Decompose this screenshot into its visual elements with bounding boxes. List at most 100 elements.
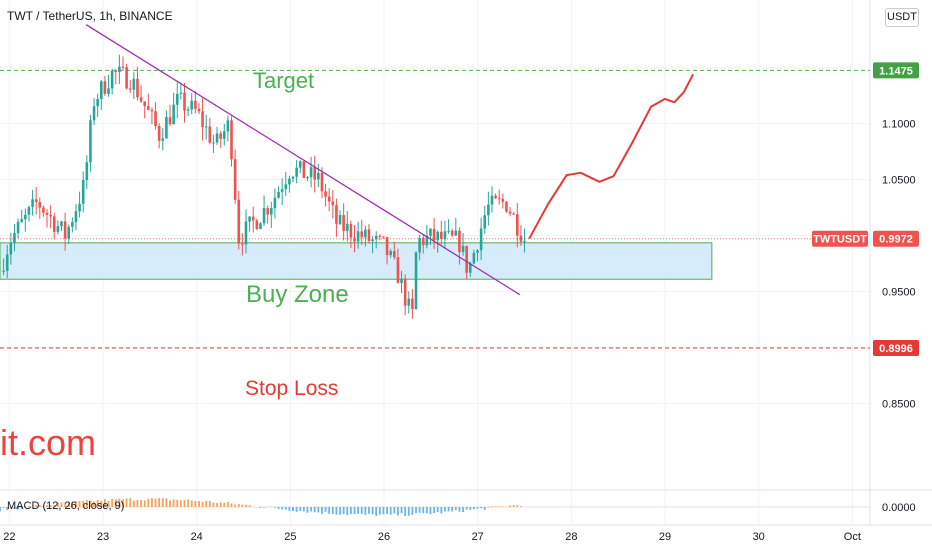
price-axis[interactable]: 1.1000 1.0500 0.9500 0.8500 0.0000 — [882, 119, 916, 514]
macd-tick-label: 0.0000 — [882, 502, 916, 514]
candle-body — [483, 215, 487, 229]
macd-bar — [263, 507, 265, 508]
macd-bar — [64, 502, 67, 507]
candle-body — [147, 106, 150, 110]
macd-bar — [498, 506, 501, 507]
macd-bar — [404, 507, 407, 516]
candle-body — [89, 120, 92, 163]
candle-body — [288, 178, 291, 185]
candle-body — [204, 126, 208, 128]
candle-body — [523, 240, 526, 242]
candle-body — [38, 202, 42, 208]
macd-bar — [241, 504, 244, 507]
time-tick-label: 23 — [97, 531, 109, 543]
macd-bar — [248, 505, 251, 507]
candle-body — [244, 221, 248, 245]
macd-bar — [306, 507, 309, 513]
candle-body — [143, 101, 146, 107]
macd-bar — [451, 507, 454, 512]
time-tick-label: 27 — [472, 531, 484, 543]
candle-body — [172, 104, 175, 125]
candle-body — [255, 220, 259, 230]
macd-bar — [190, 500, 193, 507]
candle-body — [13, 233, 16, 243]
macd-bar — [38, 504, 41, 507]
candle-body — [414, 252, 418, 310]
candle-body — [5, 254, 9, 271]
candle-body — [331, 201, 335, 206]
candle-body — [110, 70, 114, 89]
candle-body — [78, 203, 81, 212]
symbol-tag — [812, 230, 868, 247]
macd-bar — [71, 501, 74, 507]
macd-bar — [302, 507, 305, 512]
macd-bar — [183, 499, 186, 507]
time-tick-label: Oct — [844, 531, 861, 543]
macd-bar — [389, 507, 392, 515]
candle-body — [360, 231, 364, 238]
candle-body — [31, 199, 34, 207]
macd-bar — [487, 507, 490, 508]
candle-body — [212, 142, 215, 144]
candle-body — [99, 81, 103, 99]
watermark: it.com — [0, 422, 97, 463]
candle-body — [364, 229, 367, 238]
candle-body — [508, 211, 512, 214]
candle-body — [107, 88, 110, 94]
candle-body — [103, 81, 107, 94]
candle-body — [327, 196, 331, 202]
candle-body — [45, 212, 49, 215]
macd-bar — [469, 507, 472, 510]
macd-bar — [46, 505, 48, 507]
candle-body — [291, 176, 295, 179]
macd-bar — [0, 507, 1, 512]
macd-bar — [2, 507, 5, 509]
symbol-header[interactable]: TWT / TetherUS, 1h, BINANCE — [7, 9, 173, 23]
macd-label[interactable]: MACD (12, 26, close, 9) — [7, 500, 125, 512]
candle-body — [49, 214, 52, 217]
macd-bar — [400, 507, 403, 514]
candle-body — [382, 236, 385, 238]
macd-bar — [89, 500, 92, 507]
macd-bar — [136, 499, 139, 507]
macd-bar — [353, 507, 356, 515]
macd-bar — [53, 505, 56, 507]
candle-body — [277, 191, 280, 198]
macd-bar — [516, 505, 519, 507]
candle-body — [168, 117, 172, 125]
macd-bar — [299, 507, 302, 511]
macd-bar — [151, 498, 153, 507]
candle-body — [136, 78, 139, 98]
candle-body — [440, 231, 443, 240]
macd-bar — [440, 507, 443, 514]
macd-bar — [118, 498, 121, 507]
trendline[interactable] — [85, 24, 521, 296]
candle-body — [515, 214, 519, 236]
macd-bar — [292, 507, 294, 512]
candle-body — [454, 230, 458, 236]
macd-bar — [111, 498, 114, 507]
macd-bar — [223, 502, 226, 507]
stop-loss-label: Stop Loss — [245, 377, 338, 400]
macd-bar — [42, 505, 45, 507]
macd-bar — [407, 507, 410, 516]
candle-body — [190, 100, 194, 110]
candle-body — [436, 231, 440, 241]
candle-body — [519, 235, 523, 242]
macd-bar — [28, 506, 30, 507]
candle-body — [501, 198, 505, 202]
macd-bar — [324, 507, 327, 512]
candle-body — [60, 221, 63, 227]
candle-body — [150, 109, 154, 112]
candle-body — [374, 235, 378, 240]
macd-bar — [357, 507, 360, 514]
macd-bar — [20, 507, 23, 509]
currency-button[interactable]: USDT — [885, 8, 919, 27]
candle-body — [125, 67, 128, 89]
macd-bar — [509, 505, 511, 507]
candle-body — [411, 298, 414, 310]
time-axis[interactable]: 22 23 24 25 26 27 28 29 30 Oct — [3, 531, 861, 543]
candle-body — [487, 204, 490, 216]
macd-bar — [172, 499, 175, 507]
